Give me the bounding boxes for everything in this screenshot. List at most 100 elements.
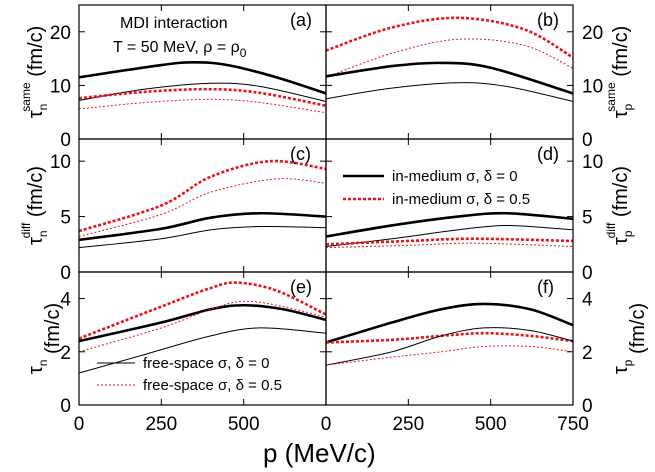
panel-f-frame <box>325 271 574 406</box>
y-axis-label-left-row2: τn (fm/c) <box>25 303 64 374</box>
y-tick-label-right-row1-10: 10 <box>582 152 603 173</box>
annotation-line-1: MDI interaction <box>120 15 228 32</box>
series-line-b-free-dash <box>326 38 573 78</box>
panels-layer: (a) (b) (c) (d) (e) (f) <box>78 4 574 406</box>
panel-label-a: (a) <box>290 10 312 30</box>
series-line-d-in-medium-thick <box>326 211 573 238</box>
y-tick-label-left-row1-10: 10 <box>50 152 71 173</box>
panel-c-series <box>79 159 326 249</box>
series-line-f-free-thin <box>326 327 573 366</box>
x-tick-label-left-250: 250 <box>145 414 177 435</box>
y-tick-label-left-row0-10: 10 <box>50 76 71 97</box>
series-line-e-free-dash <box>79 300 326 353</box>
y-axis-label-right-row1-part0: τ <box>610 237 632 245</box>
y-axis-label-right-row1: τpdiff (fm/c) <box>604 166 635 245</box>
panel-b-series <box>326 16 573 102</box>
y-axis-label-right-row0-part1: p <box>621 103 635 110</box>
y-tick-label-left-row2-2: 2 <box>60 343 71 364</box>
panel-label-d: (d) <box>537 144 559 164</box>
y-axis-label-left-row0-part0: τ <box>25 110 47 118</box>
y-axis-label-right-row2-part3: (fm/c) <box>627 303 649 360</box>
y-axis-label-left-row0-part1: n <box>36 104 50 111</box>
y-axis-label-right-row0-part3: (fm/c) <box>610 26 632 83</box>
y-axis-label-left-row1-part1: n <box>36 230 50 237</box>
series-line-f-in-medium-thick <box>326 302 573 344</box>
annotation-line-2: T = 50 MeV, ρ = ρ0 <box>113 39 247 60</box>
legend-in-medium: in-medium σ, δ = 0 in-medium σ, δ = 0.5 <box>343 168 530 208</box>
y-tick-label-left-row1-5: 5 <box>60 208 71 229</box>
y-tick-label-right-row0-0: 0 <box>582 130 593 151</box>
y-axis-label-right-row1-part1: p <box>621 230 635 237</box>
y-tick-label-right-row1-5: 5 <box>582 208 593 229</box>
y-axis-label-right-row2: τp (fm/c) <box>610 303 649 374</box>
series-line-a-in-medium-dash <box>79 87 326 108</box>
series-line-f-in-medium-dash <box>326 331 573 344</box>
y-axis-label-right-row0: τpsame (fm/c) <box>604 26 635 119</box>
y-tick-label-left-row2-4: 4 <box>60 290 71 311</box>
y-axis-label-right-row2-part1: p <box>621 359 635 366</box>
series-line-e-in-medium-dash <box>79 281 326 340</box>
y-axis-label-right-row1-part2: diff <box>604 222 618 238</box>
x-tick-label-left-500: 500 <box>228 414 260 435</box>
x-tick-label-right-750: 750 <box>557 414 589 435</box>
panel-e: (e) <box>78 271 327 406</box>
legend-label-free-dash: free-space σ, δ = 0.5 <box>143 377 282 394</box>
y-axis-label-right-row0-part0: τ <box>610 110 632 118</box>
x-tick-label-right-500: 500 <box>475 414 507 435</box>
series-line-b-in-medium-dash <box>326 16 573 59</box>
y-tick-label-left-row0-20: 20 <box>50 23 71 44</box>
panel-label-e: (e) <box>290 277 312 297</box>
y-tick-label-right-row0-10: 10 <box>582 76 603 97</box>
legend-free-space: free-space σ, δ = 0 free-space σ, δ = 0.… <box>97 355 282 394</box>
panel-b-frame <box>325 4 574 140</box>
legend-label-free-thin: free-space σ, δ = 0 <box>143 355 269 372</box>
y-tick-label-right-row0-20: 20 <box>582 23 603 44</box>
y-axis-label-left-row0-part2: same <box>19 82 33 112</box>
y-axis-label-left-row1-part3: (fm/c) <box>25 166 47 223</box>
panel-label-c: (c) <box>290 144 311 164</box>
panel-label-f: (f) <box>537 277 554 297</box>
y-tick-label-right-row2-4: 4 <box>582 290 593 311</box>
y-axis-label-left-row2-part1: n <box>36 360 50 367</box>
series-line-e-in-medium-thick <box>79 303 326 343</box>
y-axis-label-left-row1: τndiff (fm/c) <box>19 166 50 245</box>
series-line-c-free-thin <box>79 225 326 249</box>
series-line-c-free-dash <box>79 178 326 238</box>
y-tick-label-left-row0-0: 0 <box>60 130 71 151</box>
series-line-a-free-thin <box>79 82 326 102</box>
y-axis-label-right-row2-part0: τ <box>610 366 632 374</box>
y-axis-label-left-row1-part0: τ <box>25 237 47 245</box>
x-tick-label-right-0: 0 <box>321 414 332 435</box>
y-axis-label-left-row2-part3: (fm/c) <box>42 303 64 360</box>
y-axis-label-right-row1-part3: (fm/c) <box>610 166 632 223</box>
y-tick-label-right-row1-0: 0 <box>582 263 593 284</box>
series-line-d-in-medium-dash <box>326 237 573 246</box>
panel-f-series <box>326 302 573 366</box>
x-tick-label-right-250: 250 <box>392 414 424 435</box>
y-axis-label-left-row2-part0: τ <box>25 366 47 374</box>
series-line-e-free-thin <box>79 327 326 374</box>
y-tick-label-left-row1-0: 0 <box>60 263 71 284</box>
panel-f: (f) <box>325 271 574 406</box>
panel-c-frame <box>78 138 327 273</box>
y-tick-label-right-row2-2: 2 <box>582 343 593 364</box>
legend-label-in-medium-thick: in-medium σ, δ = 0 <box>392 168 518 185</box>
series-line-c-in-medium-dash <box>79 159 326 233</box>
y-axis-label-left-row0: τnsame (fm/c) <box>19 26 50 119</box>
y-axis-label-left-row1-part2: diff <box>19 222 33 238</box>
series-line-b-in-medium-thick <box>326 61 573 95</box>
panel-label-b: (b) <box>537 10 559 30</box>
panel-d-series <box>326 211 573 249</box>
series-line-b-free-thin <box>326 82 573 102</box>
y-axis-label-left-row0-part3: (fm/c) <box>25 26 47 83</box>
annotation-block: MDI interaction T = 50 MeV, ρ = ρ0 <box>113 15 247 60</box>
series-line-f-free-dash <box>326 345 573 366</box>
x-tick-label-left-0: 0 <box>74 414 85 435</box>
y-tick-label-right-row2-0: 0 <box>582 396 593 417</box>
panel-e-series <box>79 281 326 374</box>
series-line-a-in-medium-thick <box>79 61 326 95</box>
panel-c: (c) <box>78 138 327 273</box>
panel-a-series <box>79 61 326 114</box>
